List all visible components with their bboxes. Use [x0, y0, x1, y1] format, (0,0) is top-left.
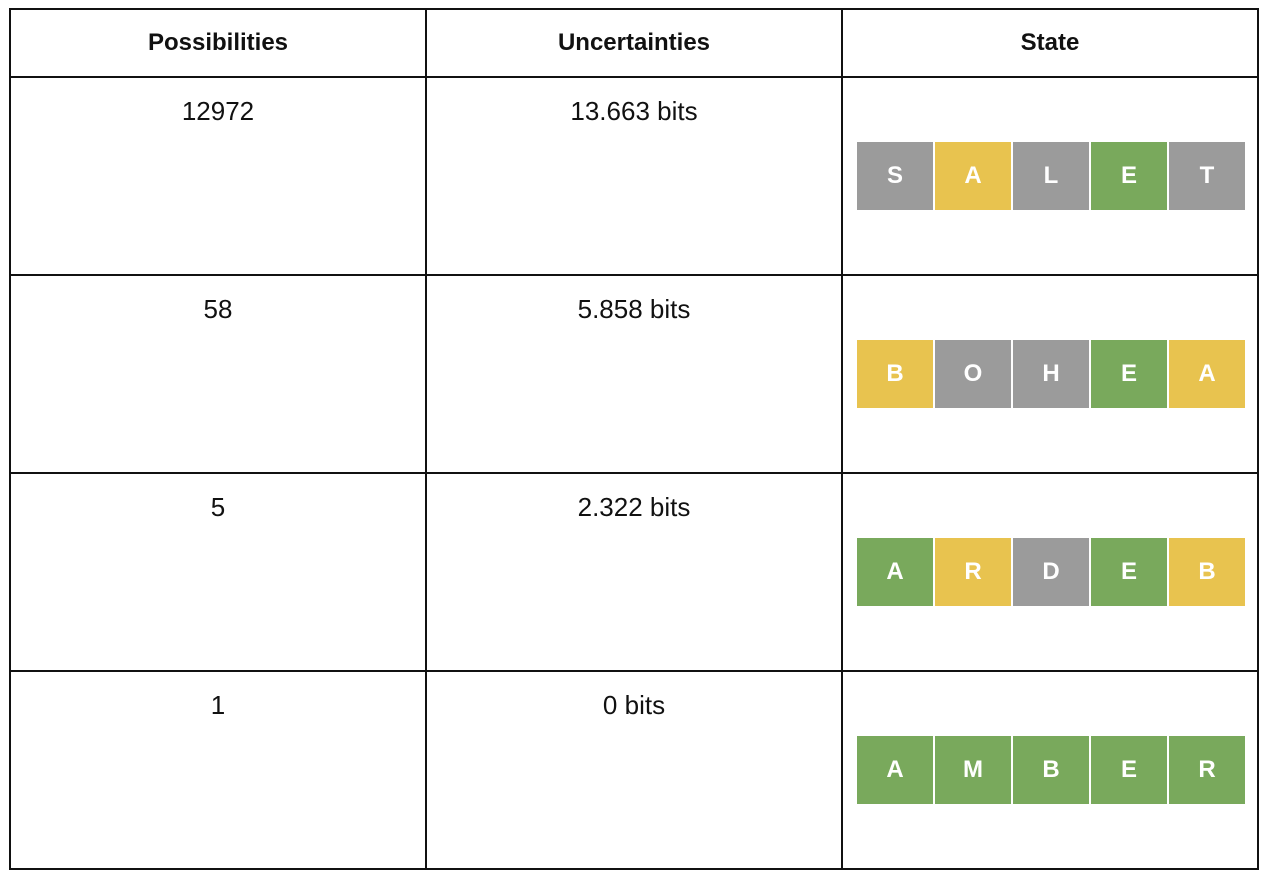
letter-tile: R	[1169, 736, 1245, 804]
letter-tile: A	[935, 142, 1011, 210]
letter-tile: A	[857, 538, 933, 606]
table-row: 58 5.858 bits B O H E A	[9, 274, 1259, 474]
uncertainties-header: Uncertainties	[425, 8, 843, 78]
uncertainty-cell: 2.322 bits	[425, 472, 843, 672]
possibilities-cell: 1	[9, 670, 427, 870]
possibilities-cell: 5	[9, 472, 427, 672]
guess-table: Possibilities Uncertainties State 12972 1…	[9, 8, 1259, 870]
possibilities-cell: 58	[9, 274, 427, 474]
letter-tile: T	[1169, 142, 1245, 210]
letter-tile: H	[1013, 340, 1089, 408]
letter-tile: L	[1013, 142, 1089, 210]
letter-tile: B	[857, 340, 933, 408]
uncertainty-cell: 0 bits	[425, 670, 843, 870]
uncertainty-cell: 5.858 bits	[425, 274, 843, 474]
letter-tile: E	[1091, 340, 1167, 408]
table-row: 5 2.322 bits A R D E B	[9, 472, 1259, 672]
possibilities-cell: 12972	[9, 76, 427, 276]
uncertainty-cell: 13.663 bits	[425, 76, 843, 276]
table-row: 12972 13.663 bits S A L E T	[9, 76, 1259, 276]
letter-tile: R	[935, 538, 1011, 606]
letter-tile: E	[1091, 142, 1167, 210]
letter-tile: D	[1013, 538, 1089, 606]
letter-tile: B	[1169, 538, 1245, 606]
table-body: 12972 13.663 bits S A L E T 58 5.858 bits B O H E A 5 2…	[9, 76, 1259, 870]
letter-tile: A	[857, 736, 933, 804]
letter-tile: S	[857, 142, 933, 210]
header-row: Possibilities Uncertainties State	[9, 8, 1259, 78]
state-header: State	[841, 8, 1259, 78]
letter-tile: E	[1091, 538, 1167, 606]
letter-tile: M	[935, 736, 1011, 804]
letter-tile: B	[1013, 736, 1089, 804]
letter-tile: A	[1169, 340, 1245, 408]
possibilities-header: Possibilities	[9, 8, 427, 78]
letter-tile: E	[1091, 736, 1167, 804]
letter-tile: O	[935, 340, 1011, 408]
